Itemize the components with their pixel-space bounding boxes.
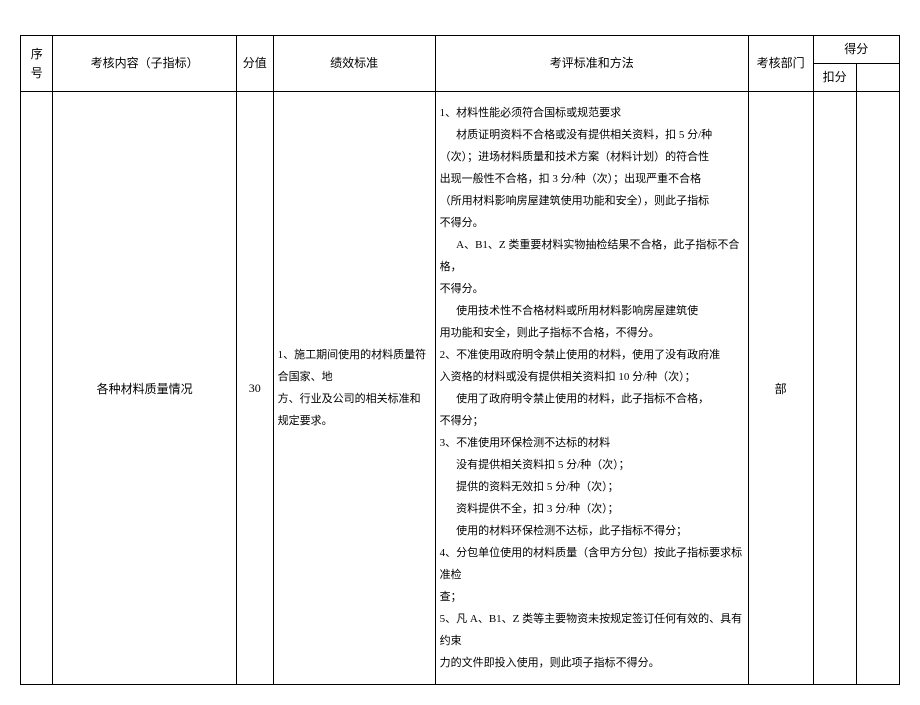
header-score: 分值 — [236, 36, 273, 92]
method-line: 入资格的材料或没有提供相关资料扣 10 分/种（次）； — [440, 366, 744, 388]
table-header: 序号 考核内容（子指标） 分值 绩效标准 考评标准和方法 考核部门 得分 扣分 — [21, 36, 900, 92]
method-line: 使用的材料环保检测不达标，此子指标不得分； — [440, 520, 744, 542]
method-line: 3、不准使用环保检测不达标的材料 — [440, 432, 744, 454]
assessment-table: 序号 考核内容（子指标） 分值 绩效标准 考评标准和方法 考核部门 得分 扣分 … — [20, 35, 900, 685]
method-line: 4、分包单位使用的材料质量（含甲方分包）按此子指标要求标准检 — [440, 542, 744, 586]
method-line: 力的文件即投入使用，则此项子指标不得分。 — [440, 652, 744, 674]
header-blank — [856, 64, 899, 92]
method-line: 2、不准使用政府明令禁止使用的材料，使用了没有政府准 — [440, 344, 744, 366]
cell-seq — [21, 92, 53, 685]
cell-score: 30 — [236, 92, 273, 685]
header-deduct: 扣分 — [813, 64, 856, 92]
method-line: 不得分； — [440, 410, 744, 432]
cell-blank — [856, 92, 899, 685]
method-line: 使用技术性不合格材料或所用材料影响房屋建筑使 — [440, 300, 744, 322]
cell-content: 各种材料质量情况 — [53, 92, 237, 685]
method-line: 资料提供不全，扣 3 分/种（次）； — [440, 498, 744, 520]
cell-perf: 1、施工期间使用的材料质量符合国家、地 方、行业及公司的相关标准和规定要求。 — [273, 92, 435, 685]
method-line: （所用材料影响房屋建筑使用功能和安全），则此子指标 — [440, 190, 744, 212]
header-result: 得分 — [813, 36, 899, 64]
cell-deduct — [813, 92, 856, 685]
method-line: 没有提供相关资料扣 5 分/种（次）； — [440, 454, 744, 476]
header-seq: 序号 — [21, 36, 53, 92]
cell-method: 1、材料性能必须符合国标或规范要求 材质证明资料不合格或没有提供相关资料，扣 5… — [435, 92, 748, 685]
perf-line-1: 1、施工期间使用的材料质量符合国家、地 — [278, 349, 427, 383]
method-line: 使用了政府明令禁止使用的材料，此子指标不合格， — [440, 388, 744, 410]
header-perf: 绩效标准 — [273, 36, 435, 92]
method-line: 5、凡 A、B1、Z 类等主要物资未按规定签订任何有效的、具有约束 — [440, 608, 744, 652]
header-dept: 考核部门 — [748, 36, 813, 92]
method-line: 提供的资料无效扣 5 分/种（次）； — [440, 476, 744, 498]
header-content: 考核内容（子指标） — [53, 36, 237, 92]
header-method: 考评标准和方法 — [435, 36, 748, 92]
method-line: （次）；进场材料质量和技术方案（材料计划）的符合性 — [440, 146, 744, 168]
method-line: 不得分。 — [440, 278, 744, 300]
header-row-1: 序号 考核内容（子指标） 分值 绩效标准 考评标准和方法 考核部门 得分 — [21, 36, 900, 64]
method-line: 1、材料性能必须符合国标或规范要求 — [440, 102, 744, 124]
table-body: 各种材料质量情况 30 1、施工期间使用的材料质量符合国家、地 方、行业及公司的… — [21, 92, 900, 685]
method-line: 出现一般性不合格，扣 3 分/种（次）；出现严重不合格 — [440, 168, 744, 190]
method-line: 查； — [440, 586, 744, 608]
cell-dept: 部 — [748, 92, 813, 685]
method-line: 材质证明资料不合格或没有提供相关资料，扣 5 分/种 — [440, 124, 744, 146]
method-line: 不得分。 — [440, 212, 744, 234]
method-content: 1、材料性能必须符合国标或规范要求 材质证明资料不合格或没有提供相关资料，扣 5… — [440, 102, 744, 674]
method-line: 用功能和安全，则此子指标不合格，不得分。 — [440, 322, 744, 344]
method-line: A、B1、Z 类重要材料实物抽检结果不合格，此子指标不合格， — [440, 234, 744, 278]
perf-line-2: 方、行业及公司的相关标准和规定要求。 — [278, 393, 421, 427]
table-row: 各种材料质量情况 30 1、施工期间使用的材料质量符合国家、地 方、行业及公司的… — [21, 92, 900, 685]
